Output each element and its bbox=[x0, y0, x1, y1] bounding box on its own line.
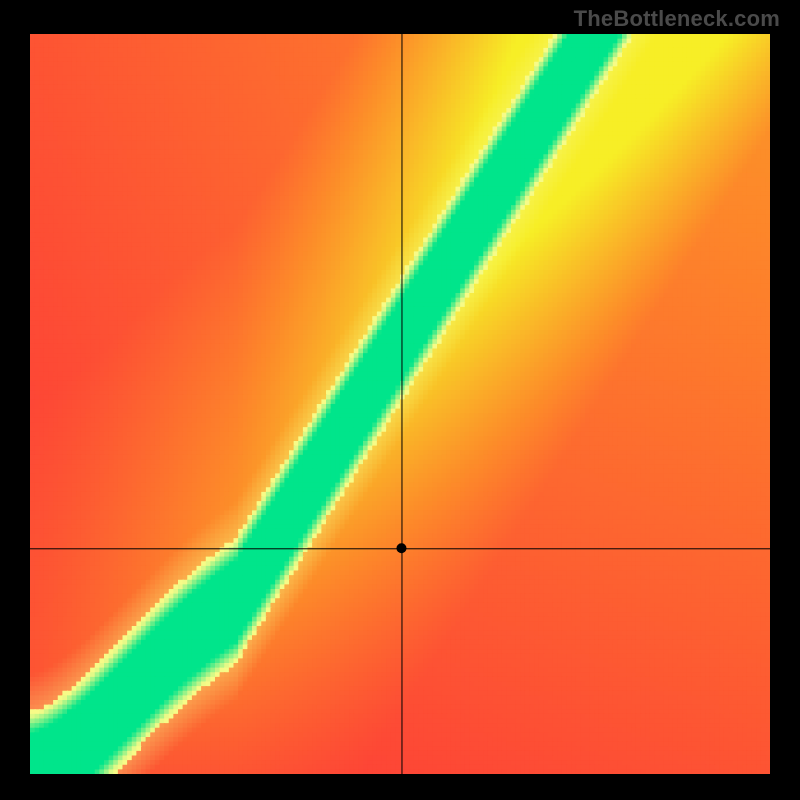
bottleneck-heatmap bbox=[30, 34, 770, 774]
watermark-label: TheBottleneck.com bbox=[574, 6, 780, 32]
plot-area bbox=[30, 34, 770, 774]
chart-frame: TheBottleneck.com bbox=[0, 0, 800, 800]
